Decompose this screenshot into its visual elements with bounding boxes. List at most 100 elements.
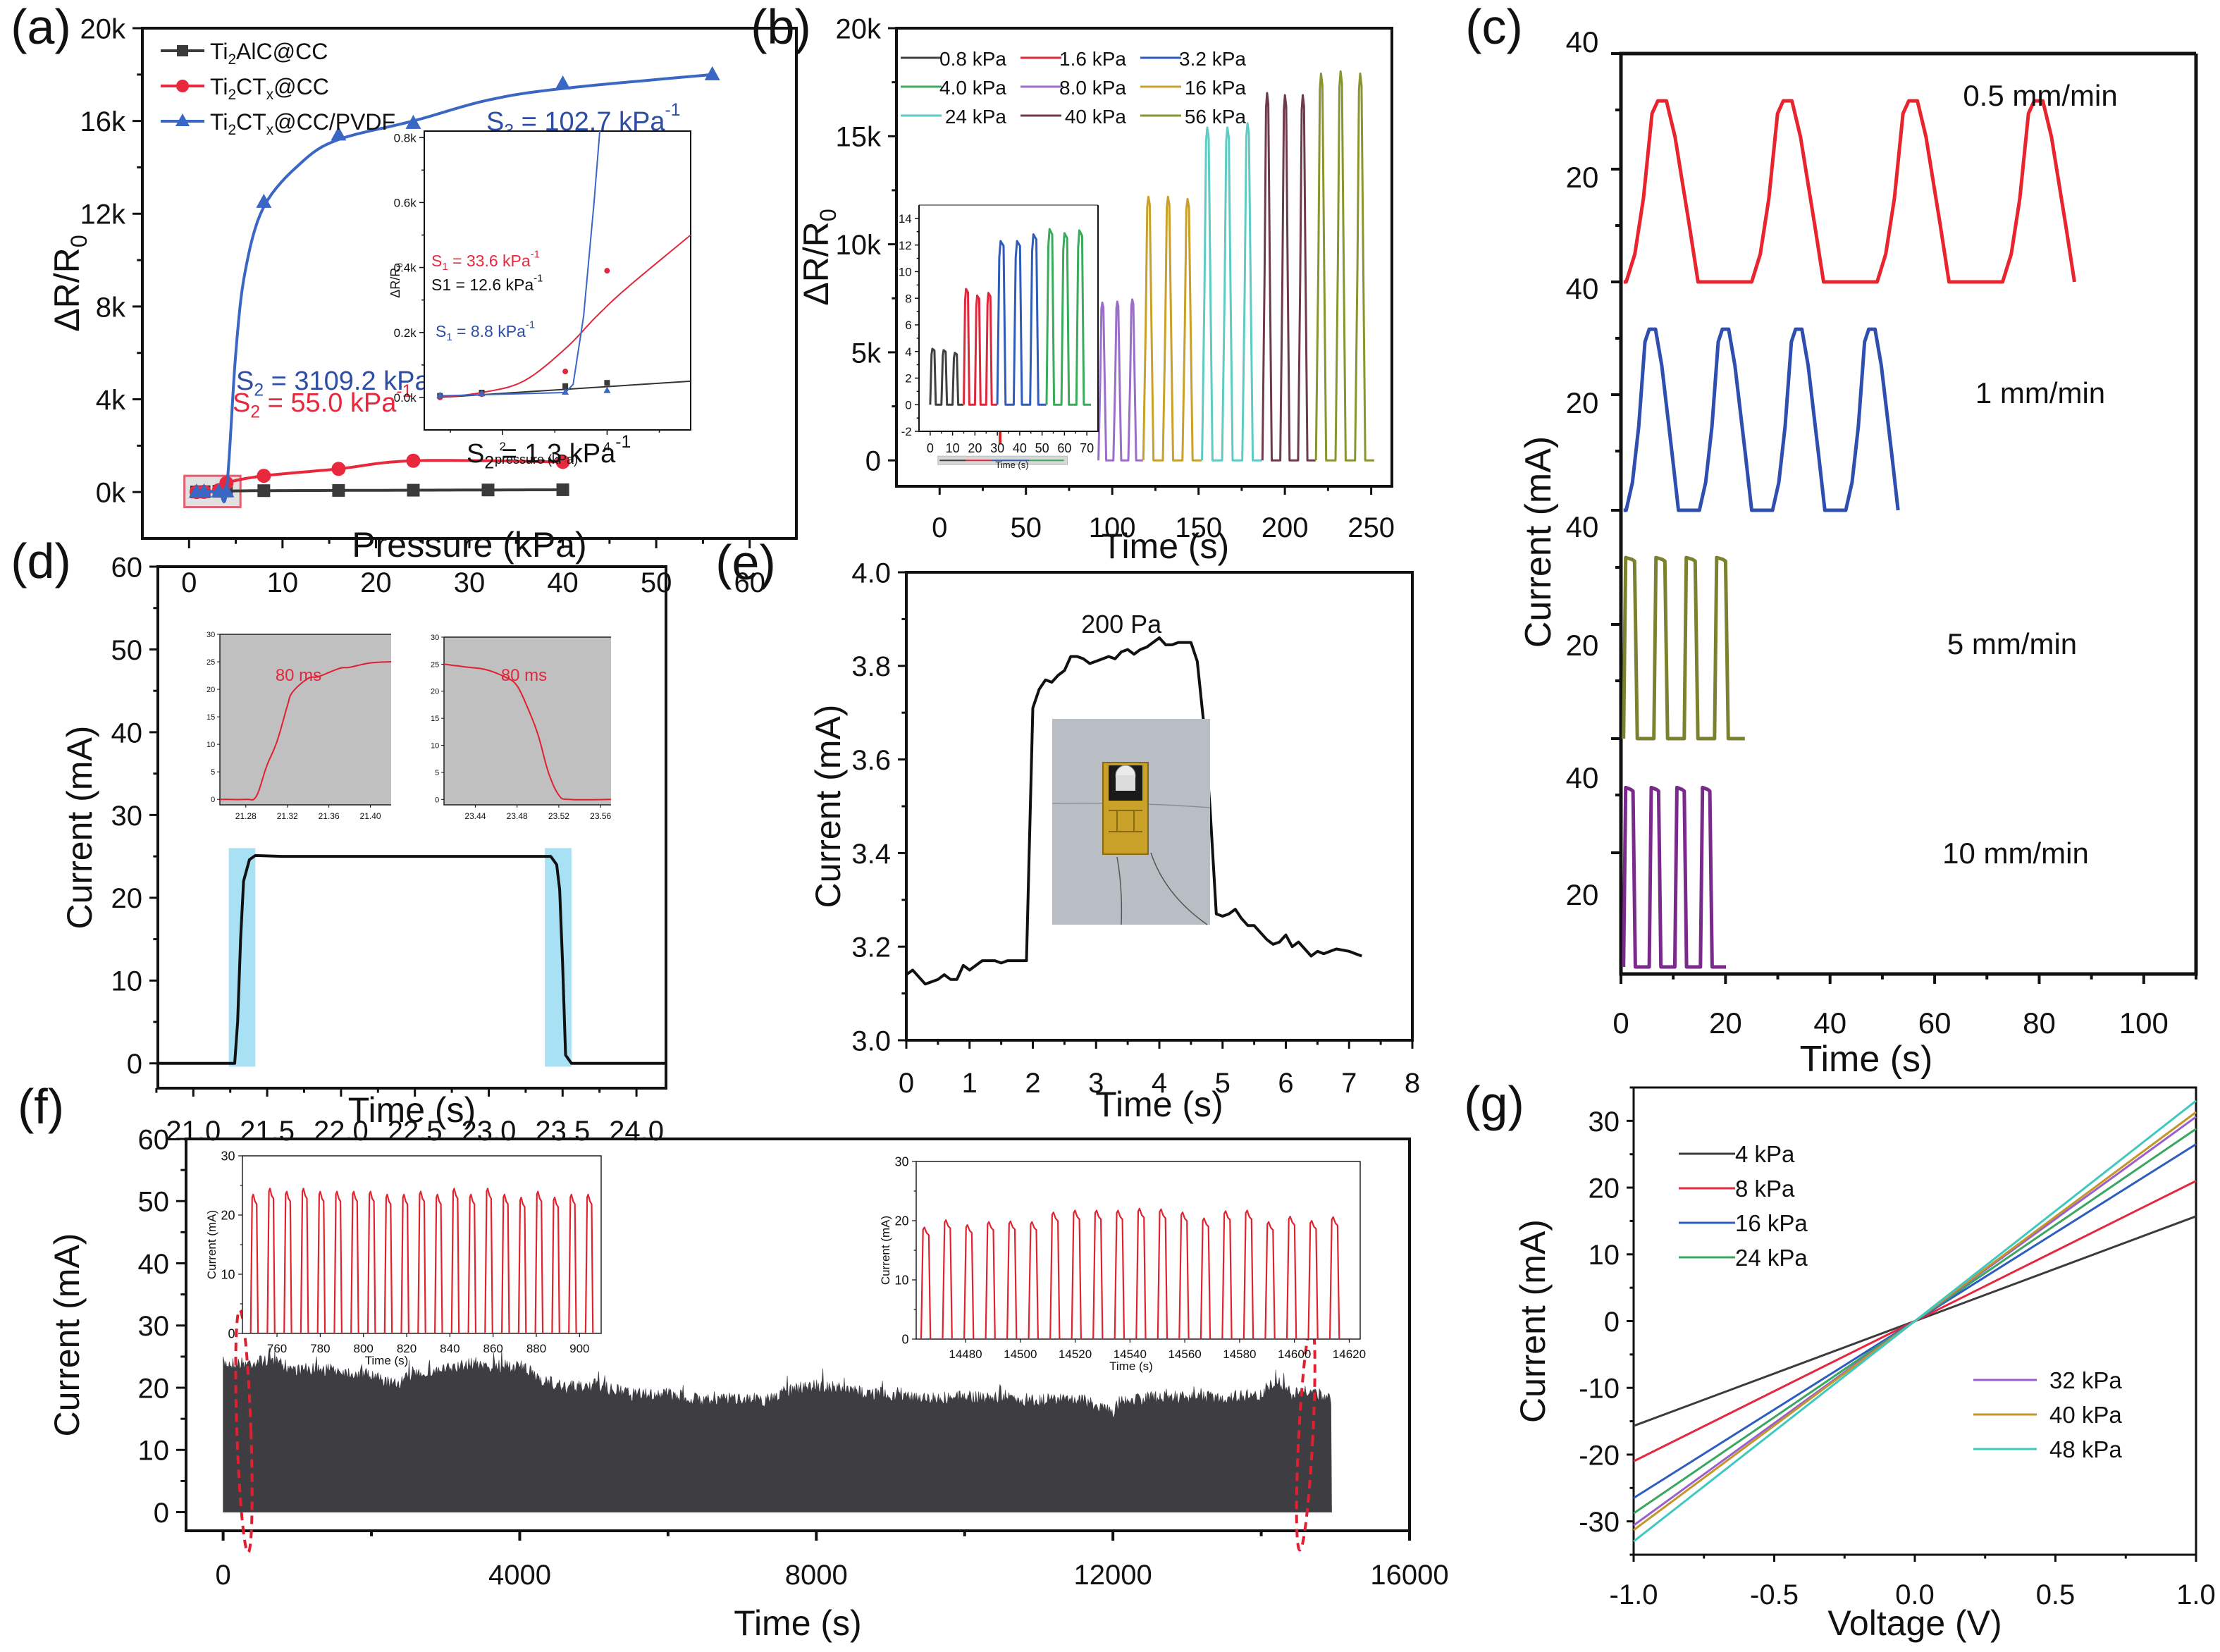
inset-line-f — [920, 1207, 1352, 1339]
y-tick-label: 10 — [111, 966, 143, 997]
legend-label: 56 kPa — [1185, 106, 1247, 128]
x-tick-label: 820 — [397, 1342, 417, 1355]
x-tick-label: 100 — [1089, 512, 1136, 543]
y-tick-label: 10k — [836, 230, 882, 261]
x-tick-label: 21.36 — [319, 811, 340, 821]
marker-square — [257, 484, 271, 498]
annotation-s2-blue: S2​ = 3109.2 kPa-1​ — [236, 360, 445, 400]
legend-label: 40 kPa — [2049, 1402, 2122, 1428]
device-weight-body — [1116, 775, 1135, 791]
y-axis-title-c: Current (mA) — [1518, 436, 1559, 648]
x-tick-label: 40 — [547, 567, 579, 598]
x-axis-title-g: Voltage (V) — [1827, 1603, 2002, 1643]
x-tick-label: 21.40 — [360, 811, 381, 821]
marker-triangle — [331, 126, 347, 141]
legend-label: 1.6 kPa — [1059, 48, 1126, 70]
y-tick-label: 4 — [905, 345, 911, 359]
x-tick-label: 23.56 — [590, 811, 611, 821]
x-tick-label: 20 — [1709, 1006, 1742, 1040]
inset-line-f — [249, 1188, 601, 1333]
x-tick-label: 0 — [181, 567, 197, 598]
axes-frame-f — [185, 1138, 1411, 1532]
x-tick-label: 780 — [310, 1342, 330, 1355]
x-tick-label: 22.5 — [388, 1116, 443, 1147]
x-tick-label: 60 — [1918, 1006, 1951, 1040]
x-tick-label: 21.32 — [277, 811, 298, 821]
y-tick-label: 5k — [851, 338, 882, 369]
y-tick-label: 0 — [228, 1326, 235, 1340]
series-line-b-7 — [1261, 92, 1316, 462]
y-tick-label: 14 — [899, 212, 912, 226]
x-tick-label: 800 — [354, 1342, 374, 1355]
y-tick-label: 0.6k — [394, 197, 417, 210]
y-tick-label: 16k — [80, 106, 126, 137]
y-tick-label: 40 — [138, 1249, 170, 1280]
y-tick-label: 0 — [905, 398, 911, 412]
annotation-s2-red: S2​ = 55.0 kPa-1​ — [233, 382, 412, 421]
legend-label: 32 kPa — [2049, 1367, 2122, 1393]
x-tick-label: 1.0 — [2176, 1579, 2216, 1610]
x-tick-label: 4 — [604, 440, 610, 453]
x-tick-label: -1.0 — [1610, 1579, 1658, 1610]
legend-label: 16 kPa — [1735, 1210, 1808, 1236]
legend-label: 0.8 kPa — [939, 48, 1006, 70]
photo-wire — [1116, 856, 1123, 925]
y-tick-label: 40 — [1566, 761, 1599, 794]
x-tick-label: 23.5 — [535, 1116, 590, 1147]
legend-marker — [177, 45, 188, 56]
inset-x-title-b: Time (s) — [995, 460, 1028, 470]
y-tick-label: 15 — [431, 715, 439, 723]
x-tick-label: 14500 — [1004, 1348, 1037, 1361]
x-tick-label: 23.52 — [548, 811, 569, 821]
y-tick-label: 4.0 — [851, 557, 891, 588]
x-tick-label: 0 — [932, 512, 947, 543]
y-axis-title-a: ΔR/R0​ — [47, 235, 92, 332]
x-axis-title-a: Pressure (kPa) — [352, 525, 586, 565]
x-axis-title-f: Time (s) — [734, 1603, 861, 1643]
chart-panel-g: (g) -1.0 -0.5 0.0 0.5 1.0 -30 -20 -10 0 10 20 30 Volt… — [1464, 1076, 2216, 1643]
x-tick-label: 14540 — [1114, 1348, 1147, 1361]
axes-frame-d — [156, 565, 667, 1090]
x-tick-label: 12000 — [1074, 1560, 1152, 1591]
y-tick-label: 20k — [80, 13, 126, 44]
x-tick-label: 50 — [1035, 441, 1049, 455]
y-tick-label: 25 — [431, 660, 439, 669]
x-axis-title-e: Time (s) — [1095, 1085, 1223, 1124]
series-line-e — [905, 636, 1362, 986]
y-tick-label: 20 — [894, 1214, 908, 1228]
inset-plot-f — [920, 1207, 1352, 1339]
y-tick-label: 20 — [1566, 386, 1599, 419]
annotation-s2-black: S2​ = 1.3 kPa-1​ — [467, 433, 631, 472]
marker-square — [556, 483, 569, 496]
y-axis-title-e: Current (mA) — [808, 705, 848, 908]
x-tick-label: 14560 — [1168, 1348, 1201, 1361]
legend-label: 8.0 kPa — [1059, 77, 1126, 99]
inset-bg-d — [220, 634, 391, 805]
inset-plot-f — [249, 1188, 601, 1333]
series-line-c-0 — [1623, 99, 2076, 284]
marker-triangle — [218, 483, 235, 498]
x-tick-label: 21.0 — [166, 1116, 221, 1147]
y-tick-label: 15 — [206, 713, 215, 722]
y-tick-label: 40 — [1566, 510, 1599, 543]
panel-label-g: (g) — [1464, 1076, 1524, 1131]
x-tick-label: 8 — [1405, 1068, 1420, 1099]
y-tick-label: 30 — [431, 634, 439, 642]
series-line-b-8 — [1314, 70, 1374, 462]
x-axis-title-b: Time (s) — [1102, 526, 1229, 566]
y-tick-label: 12k — [80, 199, 126, 230]
y-tick-label: 0 — [435, 796, 439, 804]
inset-annotation-black: S1 = 12.6 kPa-1​ — [431, 272, 543, 294]
inset-marker-triangle — [562, 388, 569, 395]
x-tick-label: 60 — [1057, 441, 1071, 455]
series-line-g-6 — [1633, 1099, 2197, 1543]
x-tick-label: 0.0 — [1895, 1579, 1935, 1610]
y-tick-label: 40 — [1566, 25, 1599, 58]
legend-label: 48 kPa — [2049, 1436, 2122, 1462]
x-tick-label: 24.0 — [609, 1116, 664, 1147]
x-tick-label: 60 — [734, 567, 765, 598]
y-tick-label: 30 — [894, 1154, 908, 1169]
inset-frame-d — [219, 634, 391, 806]
marker-circle — [406, 453, 421, 468]
panel-label-b: (b) — [751, 0, 811, 54]
